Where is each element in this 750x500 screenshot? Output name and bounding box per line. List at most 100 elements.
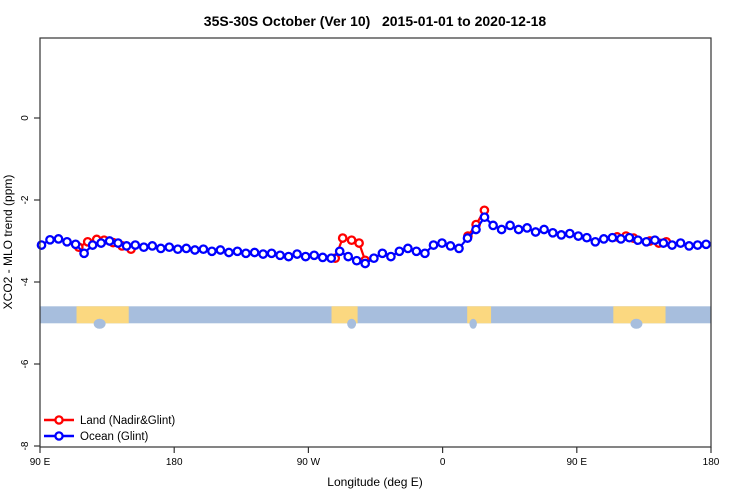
data-point-ocean bbox=[164, 242, 175, 253]
data-point-ocean bbox=[351, 255, 362, 266]
data-point-ocean bbox=[207, 246, 217, 257]
data-point-ocean bbox=[454, 243, 464, 254]
data-point-ocean bbox=[275, 250, 285, 261]
x-axis-tick-label: 90 E bbox=[567, 457, 588, 468]
data-point-ocean bbox=[564, 228, 575, 239]
data-point-ocean bbox=[377, 248, 388, 259]
data-point-ocean bbox=[190, 245, 200, 255]
data-point-ocean bbox=[394, 246, 405, 257]
data-point-ocean bbox=[479, 212, 490, 223]
data-point-ocean bbox=[513, 224, 524, 235]
data-point-ocean bbox=[667, 240, 677, 250]
data-point-land bbox=[346, 235, 357, 246]
data-point-ocean bbox=[232, 246, 243, 257]
data-point-ocean bbox=[590, 236, 601, 247]
data-point-ocean bbox=[130, 240, 141, 250]
data-point-ocean bbox=[471, 224, 481, 235]
y-axis-tick-label: -8 bbox=[20, 441, 31, 450]
data-point-ocean bbox=[87, 240, 98, 250]
data-point-ocean bbox=[641, 236, 652, 247]
map-band-land-patch bbox=[76, 306, 129, 324]
data-point-ocean bbox=[462, 233, 473, 243]
data-point-ocean bbox=[616, 234, 626, 244]
data-point-land bbox=[337, 233, 348, 243]
chart-title: 35S-30S October (Ver 10) 2015-01-01 to 2… bbox=[204, 13, 547, 29]
y-axis-tick-label: -4 bbox=[20, 277, 31, 286]
data-point-ocean bbox=[369, 253, 379, 264]
data-point-ocean bbox=[53, 234, 64, 244]
data-point-ocean bbox=[96, 238, 106, 248]
x-axis-tick-label: 180 bbox=[166, 457, 183, 468]
data-point-ocean bbox=[138, 242, 149, 253]
map-band-layer bbox=[40, 306, 711, 329]
map-band-coast-notch bbox=[93, 318, 106, 329]
x-axis-label: Longitude (deg E) bbox=[327, 475, 422, 489]
data-point-ocean bbox=[598, 234, 609, 244]
data-point-ocean bbox=[505, 220, 515, 231]
data-point-ocean bbox=[104, 236, 115, 246]
data-point-ocean bbox=[539, 224, 549, 235]
x-axis-tick-label: 90 W bbox=[297, 457, 321, 468]
map-band-land-patch bbox=[613, 306, 666, 324]
data-point-ocean bbox=[62, 236, 72, 247]
data-point-ocean bbox=[581, 232, 592, 243]
data-point-ocean bbox=[241, 248, 251, 259]
data-point-ocean bbox=[547, 227, 558, 238]
data-point-ocean bbox=[692, 240, 703, 250]
data-point-ocean bbox=[428, 240, 439, 250]
data-point-ocean bbox=[70, 239, 81, 250]
data-point-ocean bbox=[530, 227, 541, 237]
data-point-land bbox=[354, 238, 364, 248]
data-point-ocean bbox=[633, 235, 643, 246]
legend: Land (Nadir&Glint) Ocean (Glint) bbox=[44, 415, 175, 443]
data-point-ocean bbox=[45, 234, 55, 245]
map-band-coast-notch bbox=[469, 318, 477, 329]
data-point-ocean bbox=[283, 251, 294, 262]
data-point-ocean bbox=[258, 249, 268, 259]
data-point-ocean bbox=[488, 220, 498, 231]
data-point-ocean bbox=[684, 241, 694, 251]
data-point-ocean bbox=[403, 243, 413, 254]
legend-label-land: Land (Nadir&Glint) bbox=[80, 415, 175, 427]
data-point-ocean bbox=[309, 250, 320, 261]
map-band-coast-notch bbox=[347, 318, 357, 329]
data-point-ocean bbox=[420, 248, 430, 259]
y-axis-tick-label: -6 bbox=[20, 359, 31, 368]
data-point-ocean bbox=[386, 251, 396, 262]
data-point-ocean bbox=[181, 243, 192, 254]
data-point-ocean bbox=[658, 238, 669, 248]
x-axis-tick-label: 0 bbox=[440, 457, 446, 468]
data-point-ocean bbox=[556, 230, 567, 240]
x-axis-tick-label: 180 bbox=[703, 457, 720, 468]
data-point-ocean bbox=[155, 243, 166, 254]
data-point-ocean bbox=[411, 246, 422, 257]
data-point-ocean bbox=[701, 239, 711, 250]
legend-marker-ocean bbox=[54, 431, 64, 441]
map-band-coast-notch bbox=[630, 318, 643, 329]
data-point-ocean bbox=[675, 238, 686, 248]
data-point-ocean bbox=[79, 248, 89, 259]
legend-marker-land bbox=[54, 415, 64, 425]
data-point-ocean bbox=[573, 231, 584, 241]
plot-border bbox=[39, 37, 712, 448]
data-point-ocean bbox=[266, 248, 277, 259]
y-axis-tick-label: 0 bbox=[20, 115, 31, 121]
data-point-ocean bbox=[326, 253, 337, 264]
x-axis-tick-label: 90 E bbox=[30, 457, 51, 468]
data-point-ocean bbox=[300, 251, 311, 262]
data-point-ocean bbox=[624, 232, 635, 243]
series-layer bbox=[36, 205, 711, 269]
data-point-ocean bbox=[224, 247, 234, 258]
data-point-ocean bbox=[496, 224, 507, 235]
data-point-ocean bbox=[334, 246, 345, 257]
data-point-ocean bbox=[360, 258, 371, 269]
legend-label-ocean: Ocean (Glint) bbox=[80, 431, 149, 443]
data-point-ocean bbox=[437, 238, 447, 248]
data-point-ocean bbox=[172, 244, 183, 255]
y-axis-tick-label: -2 bbox=[20, 195, 31, 204]
data-point-ocean bbox=[147, 241, 158, 251]
data-point-ocean bbox=[121, 241, 132, 251]
map-band-ocean bbox=[40, 306, 711, 324]
